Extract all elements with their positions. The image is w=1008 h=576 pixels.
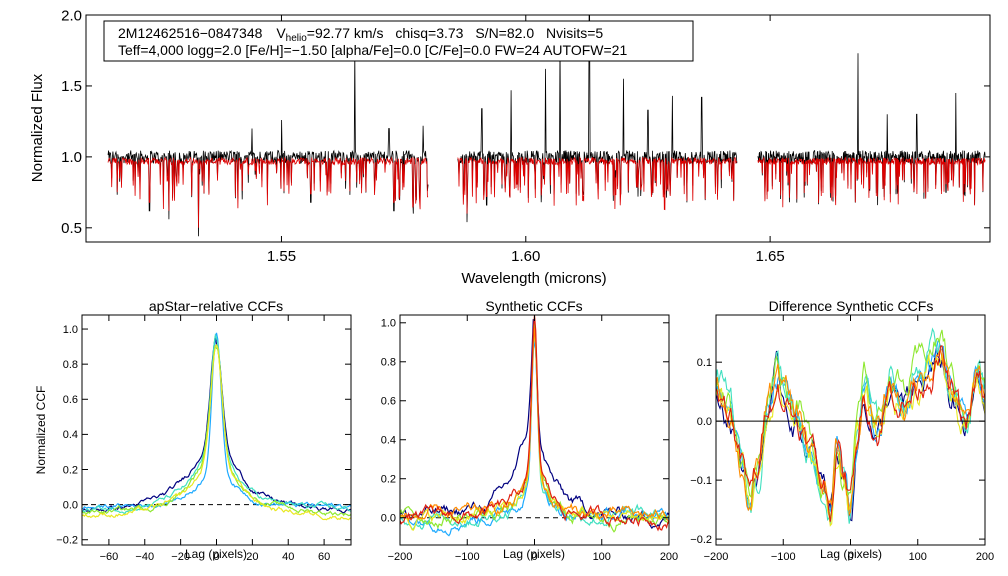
synthetic-ccf-xtick-label: −200 bbox=[388, 551, 413, 563]
synthetic-ccf-ytick-label: 0.4 bbox=[381, 435, 396, 447]
difference-ccf-ytick-label: −0.2 bbox=[690, 534, 712, 546]
spectrum-panel: 1.55 1.60 1.65 0.5 1.0 1.5 2.0 2M12462516−0847… bbox=[29, 7, 991, 287]
synthetic-ccf-panel: Synthetic CCFs −200 −100 0 100 200 0.0 0.2 0.4 0… bbox=[381, 298, 678, 563]
spectrum-xtick-label: 1.55 bbox=[267, 248, 296, 265]
apstar-ccf-xtick-label: −60 bbox=[100, 551, 119, 563]
difference-ccf-ytick-label: −0.1 bbox=[690, 475, 712, 487]
synthetic-ccf-series-line bbox=[399, 328, 670, 530]
synthetic-ccf-xtick-label: 100 bbox=[593, 551, 611, 563]
apstar-ccf-ylabel: Normalized CCF bbox=[34, 386, 48, 475]
synthetic-ccf-ytick-label: 0.2 bbox=[381, 474, 396, 486]
spectrum-ytick-label: 2.0 bbox=[61, 7, 82, 24]
annotation-line-1: 2M12462516−0847348 Vhelio=92.77 km/s chi… bbox=[118, 25, 603, 44]
synthetic-ccf-axes: −200 −100 0 100 200 0.0 0.2 0.4 0.6 0.8 1.0 bbox=[381, 315, 678, 563]
nvisits-value: Nvisits=5 bbox=[546, 25, 603, 41]
apstar-ccf-xtick-label: −40 bbox=[135, 551, 154, 563]
apstar-ccf-xlabel: Lag (pixels) bbox=[185, 547, 247, 561]
difference-ccf-panel: Difference Synthetic CCFs −200 −100 0 100 20… bbox=[690, 298, 994, 563]
synthetic-ccf-ytick-label: 0.0 bbox=[381, 513, 396, 525]
velocity-value: =92.77 km/s bbox=[307, 25, 384, 41]
apstar-ccf-title: apStar−relative CCFs bbox=[149, 298, 283, 314]
apstar-ccf-series-line bbox=[81, 333, 352, 515]
difference-ccf-series-line bbox=[715, 327, 986, 525]
annotation-line-2: Teff=4,000 logg=2.0 [Fe/H]=−1.50 [alpha/… bbox=[118, 42, 627, 58]
apstar-ccf-series-line bbox=[81, 336, 352, 514]
apstar-ccf-ytick-label: −0.2 bbox=[56, 535, 78, 547]
difference-ccf-xtick-label: 100 bbox=[909, 551, 927, 563]
observed-spectrum-line bbox=[107, 50, 429, 237]
apstar-ccf-series-line bbox=[81, 343, 352, 521]
model-spectrum-line bbox=[107, 156, 429, 228]
spectrum-frame bbox=[85, 14, 991, 243]
spectrum-ytick-label: 1.0 bbox=[61, 149, 82, 166]
synthetic-ccf-xtick-label: −100 bbox=[455, 551, 480, 563]
spectrum-ylabel: Normalized Flux bbox=[29, 73, 46, 182]
star-id: 2M12462516−0847348 bbox=[118, 25, 263, 41]
apstar-ccf-xtick-label: 20 bbox=[246, 551, 258, 563]
apstar-ccf-ytick-label: 0.4 bbox=[63, 429, 78, 441]
apstar-ccf-panel: apStar−relative CCFs −60 −40 −20 0 20 40 60 −0.… bbox=[34, 298, 352, 563]
apstar-ccf-axes: −60 −40 −20 0 20 40 60 −0.2 0.0 0.2 0.4 0.6 0.8 1.0 bbox=[56, 315, 351, 563]
apstar-ccf-ytick-label: 1.0 bbox=[63, 324, 78, 336]
apstar-ccf-plot-area bbox=[81, 332, 352, 521]
apstar-ccf-series-line bbox=[81, 344, 352, 517]
apstar-ccf-ytick-label: 0.2 bbox=[63, 464, 78, 476]
synthetic-ccf-ytick-label: 1.0 bbox=[381, 318, 396, 330]
chisq-value: chisq=3.73 bbox=[395, 25, 463, 41]
spectrum-ytick-label: 1.5 bbox=[61, 78, 82, 95]
synthetic-ccf-xtick-label: 0 bbox=[531, 551, 537, 563]
synthetic-ccf-series-line bbox=[399, 314, 670, 532]
synthetic-ccf-series-line bbox=[399, 327, 670, 522]
apstar-ccf-ytick-label: 0.8 bbox=[63, 359, 78, 371]
apstar-ccf-ytick-label: 0.0 bbox=[63, 499, 78, 511]
spectrum-plot-area bbox=[107, 14, 986, 237]
observed-spectrum-line bbox=[757, 53, 986, 206]
difference-ccf-ytick-label: 0.0 bbox=[697, 416, 712, 428]
synthetic-ccf-series-line bbox=[399, 333, 670, 531]
difference-ccf-plot-area bbox=[715, 327, 986, 527]
apstar-ccf-xtick-label: 0 bbox=[213, 551, 219, 563]
apstar-ccf-xtick-label: −20 bbox=[171, 551, 190, 563]
snr-value: S/N=82.0 bbox=[475, 25, 534, 41]
spectrum-xlabel: Wavelength (microns) bbox=[461, 270, 606, 287]
apstar-ccf-series-line bbox=[82, 332, 352, 511]
difference-ccf-title: Difference Synthetic CCFs bbox=[769, 298, 934, 314]
spectrum-ytick-label: 0.5 bbox=[61, 220, 82, 237]
difference-ccf-xtick-label: −100 bbox=[771, 551, 796, 563]
apstar-ccf-xtick-label: 40 bbox=[282, 551, 294, 563]
apstar-ccf-ytick-label: 0.6 bbox=[63, 394, 78, 406]
velocity-label: V bbox=[276, 25, 286, 41]
annotation-box bbox=[103, 20, 694, 62]
synthetic-ccf-ytick-label: 0.8 bbox=[381, 357, 396, 369]
difference-ccf-series-line bbox=[715, 345, 986, 522]
difference-ccf-series-line bbox=[715, 353, 986, 527]
spectrum-axes: 1.55 1.60 1.65 0.5 1.0 1.5 2.0 bbox=[61, 7, 990, 265]
model-spectrum-line bbox=[457, 156, 738, 214]
difference-ccf-axes: −200 −100 0 100 200 −0.2 −0.1 0.0 0.1 bbox=[690, 315, 994, 563]
synthetic-ccf-xtick-label: 200 bbox=[660, 551, 678, 563]
synthetic-ccf-series-line bbox=[399, 319, 670, 530]
synthetic-ccf-xlabel: Lag (pixels) bbox=[503, 547, 565, 561]
difference-ccf-xtick-label: −200 bbox=[704, 551, 729, 563]
spectrum-xtick-label: 1.65 bbox=[756, 248, 785, 265]
difference-ccf-xtick-label: 200 bbox=[976, 551, 994, 563]
velocity-subscript: helio bbox=[286, 33, 308, 44]
synthetic-ccf-title: Synthetic CCFs bbox=[485, 298, 582, 314]
model-spectrum-line bbox=[757, 156, 986, 208]
synthetic-ccf-series-line bbox=[399, 318, 669, 533]
synthetic-ccf-plot-area bbox=[399, 314, 670, 537]
difference-ccf-xtick-label: 0 bbox=[847, 551, 853, 563]
synthetic-ccf-ytick-label: 0.6 bbox=[381, 396, 396, 408]
apstar-ccf-xtick-label: 60 bbox=[318, 551, 330, 563]
difference-ccf-xlabel: Lag (pixels) bbox=[820, 547, 882, 561]
difference-ccf-ytick-label: 0.1 bbox=[697, 357, 712, 369]
spectrum-xtick-label: 1.60 bbox=[511, 248, 540, 265]
